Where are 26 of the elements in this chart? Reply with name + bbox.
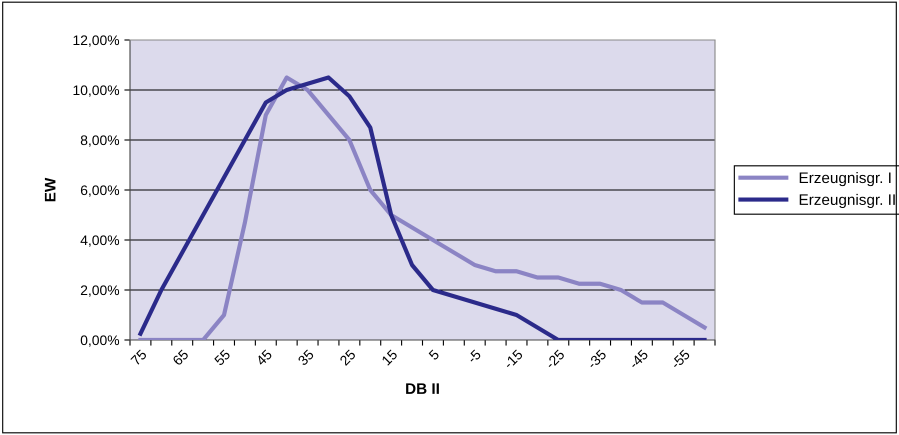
y-tick-label: 2,00%	[80, 285, 120, 297]
y-tick-label: 6,00%	[80, 185, 120, 197]
x-tick-label: 5	[428, 349, 440, 361]
x-axis-title: DB II	[406, 383, 439, 394]
x-tick-label: 65	[172, 349, 190, 366]
x-tick-label: -35	[586, 349, 607, 370]
y-tick-label: 10,00%	[74, 85, 120, 97]
y-tick-label: 4,00%	[80, 235, 120, 247]
legend-label: Erzeugnisgr. II	[800, 194, 895, 208]
y-tick-label: 8,00%	[80, 135, 120, 147]
x-tick-label: -5	[466, 349, 482, 364]
legend-label: Erzeugnisgr. I	[800, 172, 891, 186]
line-series	[138, 75, 707, 340]
y-tick-label: 0,00%	[80, 335, 120, 347]
x-tick-label: 55	[214, 349, 231, 366]
x-tick-label: 35	[297, 349, 314, 366]
x-tick-label: 75	[130, 349, 148, 366]
x-tick-label: 15	[381, 349, 398, 366]
x-tick-label: -15	[503, 349, 524, 370]
x-tick-label: 45	[255, 349, 273, 366]
y-tick-label: 12,00%	[74, 35, 120, 47]
x-tick-label: -55	[670, 349, 690, 370]
x-tick-label: 25	[339, 349, 356, 366]
x-tick-label: -45	[628, 349, 649, 370]
x-tick-label: -25	[544, 349, 566, 370]
y-axis-title: EW	[44, 178, 56, 202]
